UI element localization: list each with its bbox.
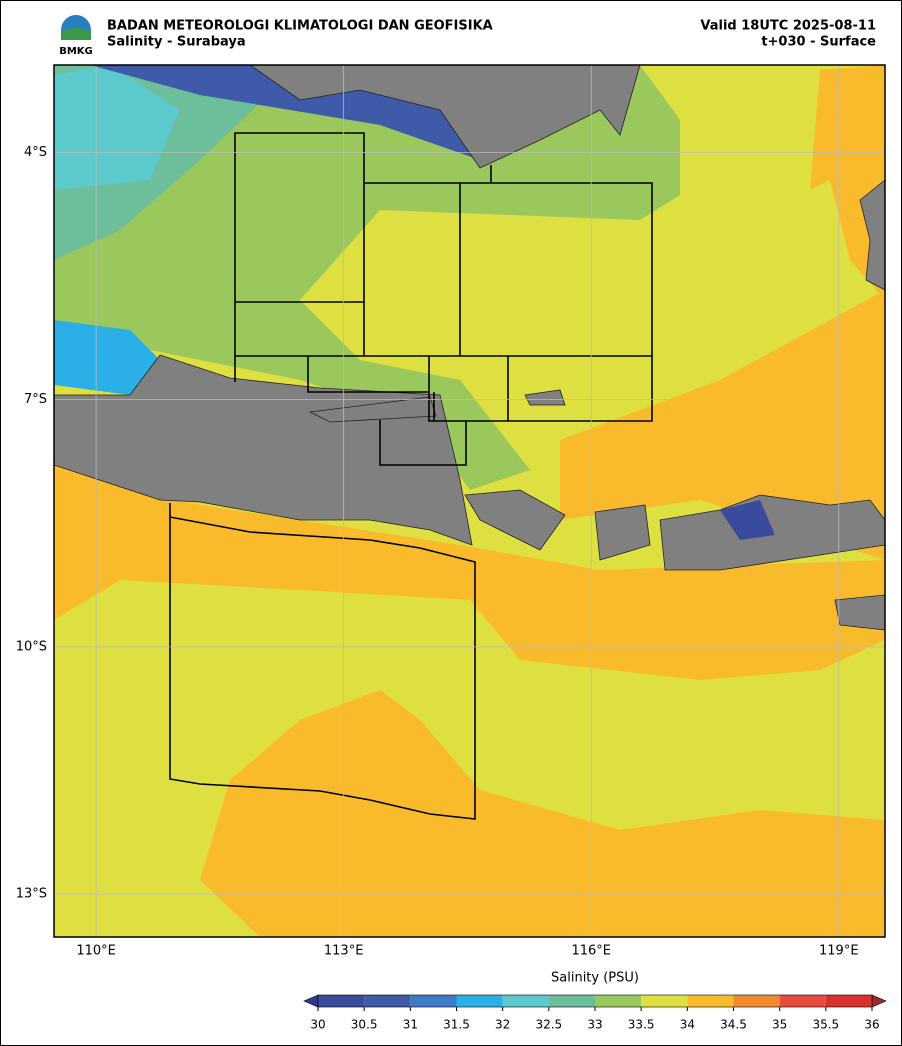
colorbar-segment: [595, 995, 642, 1007]
colorbar-tick-label: 34: [680, 1018, 695, 1032]
boundaries: [169, 132, 653, 820]
colorbar-tick-label: 33.5: [628, 1018, 655, 1032]
colorbar-segment: [364, 995, 411, 1007]
lon-label: 116°E: [571, 944, 611, 959]
lon-label: 119°E: [819, 944, 859, 959]
colorbar-segment: [779, 995, 826, 1007]
valid-time: Valid 18UTC 2025-08-11: [700, 19, 876, 34]
colorbar-segment: [318, 995, 365, 1007]
colorbar-tick-label: 34.5: [720, 1018, 747, 1032]
colorbar-tick-label: 35.5: [812, 1018, 839, 1032]
forecast-step: t+030 - Surface: [761, 35, 876, 50]
lon-label: 110°E: [76, 944, 116, 959]
colorbar-tick-label: 36: [864, 1018, 879, 1032]
lat-label: 13°S: [16, 887, 47, 902]
colorbar-tick-label: 32: [495, 1018, 510, 1032]
colorbar-tick-label: 31: [403, 1018, 418, 1032]
colorbar-label: Salinity (PSU): [551, 971, 639, 986]
colorbar-tick-label: 35: [772, 1018, 787, 1032]
colorbar-tick-label: 31.5: [443, 1018, 470, 1032]
colorbar-segment: [548, 995, 595, 1007]
logo: [60, 15, 92, 50]
colorbar-segment: [502, 995, 549, 1007]
colorbar-tick-label: 30: [310, 1018, 325, 1032]
agency: BADAN METEOROLOGI KLIMATOLOGI DAN GEOFIS…: [107, 19, 493, 34]
colorbar-segment: [456, 995, 503, 1007]
lon-label: 113°E: [324, 944, 364, 959]
colorbar-segment: [733, 995, 780, 1007]
colorbar-tick-label: 33: [587, 1018, 602, 1032]
lat-label: 4°S: [24, 145, 47, 160]
subtitle: Salinity - Surabaya: [107, 35, 246, 50]
map-border: [53, 64, 886, 938]
lat-label: 7°S: [24, 392, 47, 407]
colorbar-segment: [687, 995, 734, 1007]
colorbar-tick-label: 32.5: [535, 1018, 562, 1032]
lat-label: 10°S: [16, 639, 47, 654]
colorbar-segment: [410, 995, 457, 1007]
logo-text: BMKG: [59, 46, 93, 57]
colorbar-segment: [825, 995, 872, 1007]
colorbar-segment: [641, 995, 688, 1007]
colorbar-tick-label: 30.5: [351, 1018, 378, 1032]
map: [54, 65, 885, 937]
